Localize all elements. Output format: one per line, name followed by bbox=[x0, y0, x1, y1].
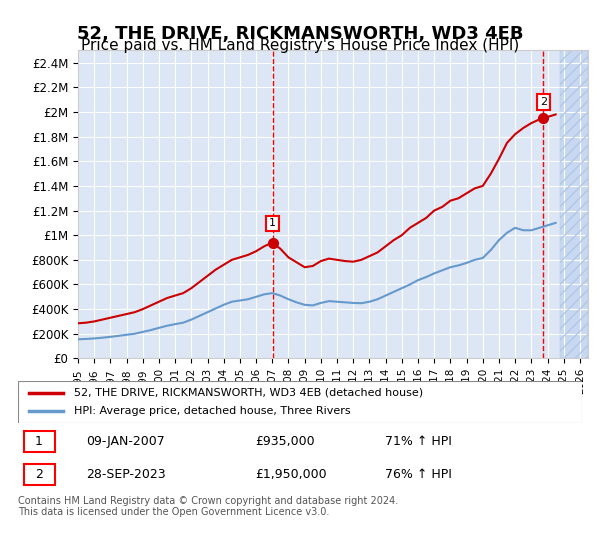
Text: £1,950,000: £1,950,000 bbox=[255, 468, 326, 481]
Bar bbox=[560, 50, 588, 358]
Text: 09-JAN-2007: 09-JAN-2007 bbox=[86, 435, 164, 448]
Text: 2: 2 bbox=[35, 468, 43, 481]
Text: £935,000: £935,000 bbox=[255, 435, 314, 448]
Text: 76% ↑ HPI: 76% ↑ HPI bbox=[385, 468, 451, 481]
Text: 28-SEP-2023: 28-SEP-2023 bbox=[86, 468, 166, 481]
Text: 1: 1 bbox=[269, 218, 276, 228]
Text: 52, THE DRIVE, RICKMANSWORTH, WD3 4EB (detached house): 52, THE DRIVE, RICKMANSWORTH, WD3 4EB (d… bbox=[74, 388, 424, 398]
Text: 2: 2 bbox=[540, 97, 547, 107]
Bar bbox=[560, 50, 588, 358]
FancyBboxPatch shape bbox=[18, 381, 582, 423]
Text: Contains HM Land Registry data © Crown copyright and database right 2024.
This d: Contains HM Land Registry data © Crown c… bbox=[18, 496, 398, 517]
Text: 52, THE DRIVE, RICKMANSWORTH, WD3 4EB: 52, THE DRIVE, RICKMANSWORTH, WD3 4EB bbox=[77, 25, 523, 43]
Text: 1: 1 bbox=[35, 435, 43, 448]
FancyBboxPatch shape bbox=[23, 464, 55, 485]
Text: Price paid vs. HM Land Registry's House Price Index (HPI): Price paid vs. HM Land Registry's House … bbox=[81, 38, 519, 53]
Text: 71% ↑ HPI: 71% ↑ HPI bbox=[385, 435, 451, 448]
FancyBboxPatch shape bbox=[23, 431, 55, 452]
Text: HPI: Average price, detached house, Three Rivers: HPI: Average price, detached house, Thre… bbox=[74, 406, 351, 416]
